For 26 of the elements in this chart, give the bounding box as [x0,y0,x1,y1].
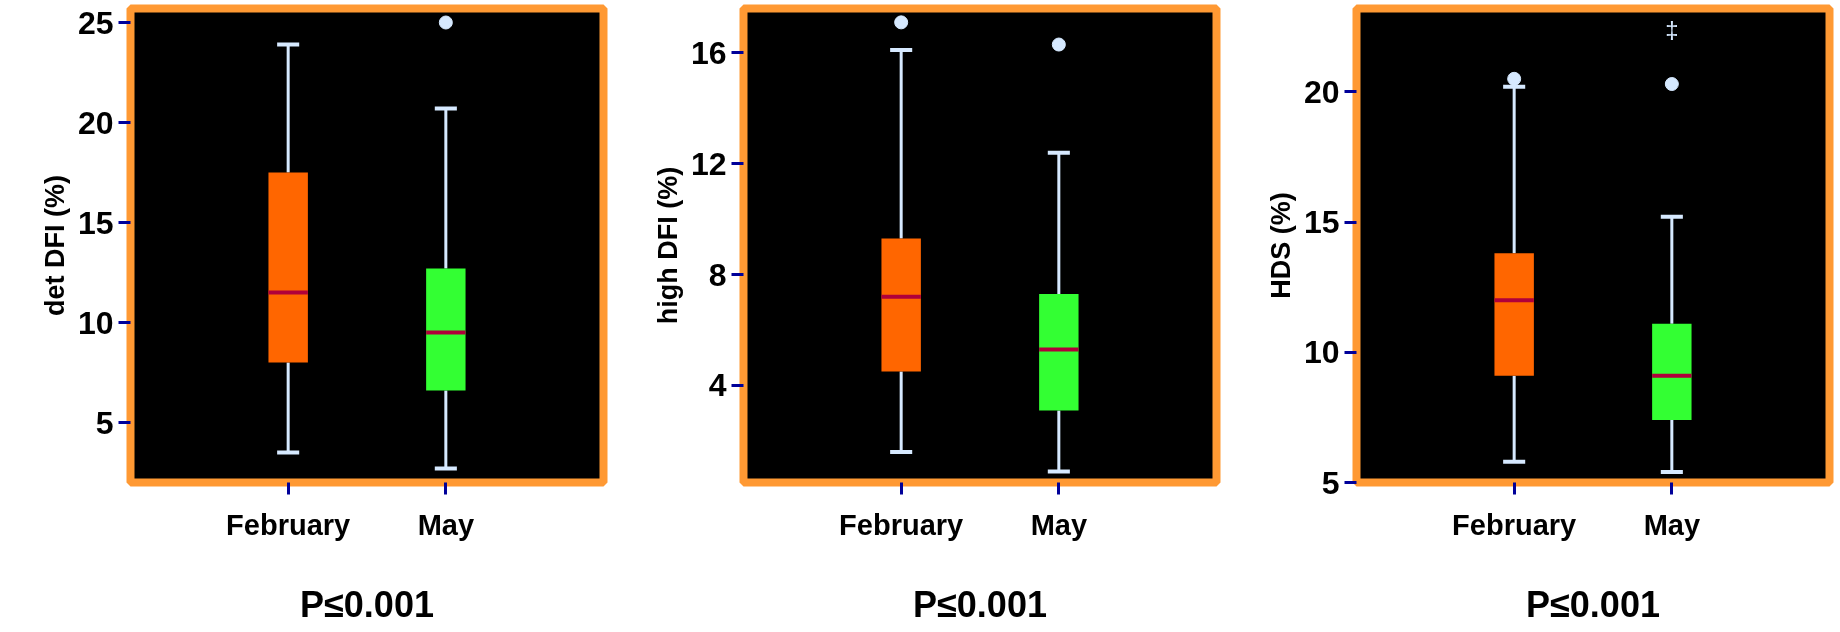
y-axis-title: high DFI (%) [652,166,683,325]
x-tick-label: February [1452,508,1577,541]
x-tick-label: February [226,508,351,541]
y-tick-label: 15 [77,204,114,241]
y-tick-label: 25 [77,4,114,41]
y-tick-label: 15 [1303,204,1340,241]
x-axis-title: P≤0.001 [913,583,1047,625]
x-tick-label: May [1643,508,1701,541]
y-axis-title: HDS (%) [1265,192,1296,299]
y-tick-label: 20 [77,104,114,141]
x-tick-label: May [1030,508,1088,541]
y-tick-label: 5 [1321,464,1340,501]
y-axis-title: det DFI (%) [39,174,70,316]
x-tick-label: February [839,508,964,541]
y-tick-label: 4 [708,367,727,404]
y-tick-label: 10 [77,304,114,341]
y-tick-label: 8 [708,256,727,293]
y-tick-label: 5 [95,404,114,441]
x-axis-title: P≤0.001 [300,583,434,625]
annotation: ‡ [1665,16,1679,44]
x-tick-label: May [417,508,475,541]
y-tick-label: 10 [1303,334,1340,371]
y-tick-label: 20 [1303,73,1340,110]
y-tick-label: 16 [690,34,727,71]
y-tick-label: 12 [690,145,727,182]
x-axis-title: P≤0.001 [1526,583,1660,625]
